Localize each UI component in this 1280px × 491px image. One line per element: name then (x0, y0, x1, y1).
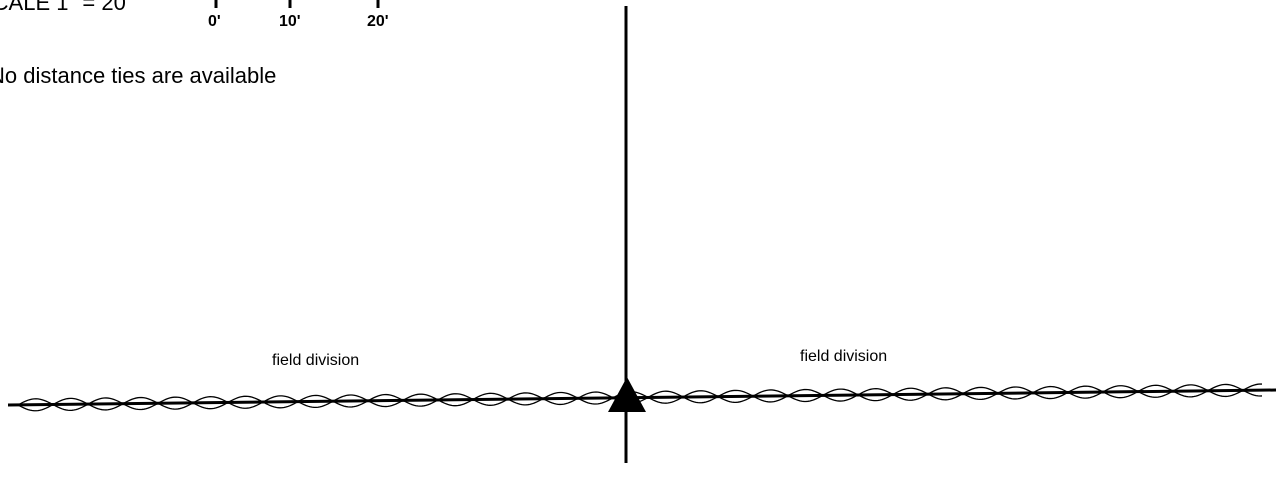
scale-tick-label-20: 20' (367, 13, 389, 30)
field-label-left: field division (272, 352, 359, 369)
survey-point-triangle-icon (608, 377, 646, 412)
note-text: No distance ties are available (0, 63, 276, 88)
scale-tick-label-0: 0' (208, 13, 221, 30)
scale-bar (214, 0, 380, 8)
field-division-line (7, 388, 1277, 407)
field-label-right: field division (800, 348, 887, 365)
scale-tick-label-10: 10' (279, 13, 301, 30)
scale-label: SCALE 1" = 20' (0, 0, 130, 15)
